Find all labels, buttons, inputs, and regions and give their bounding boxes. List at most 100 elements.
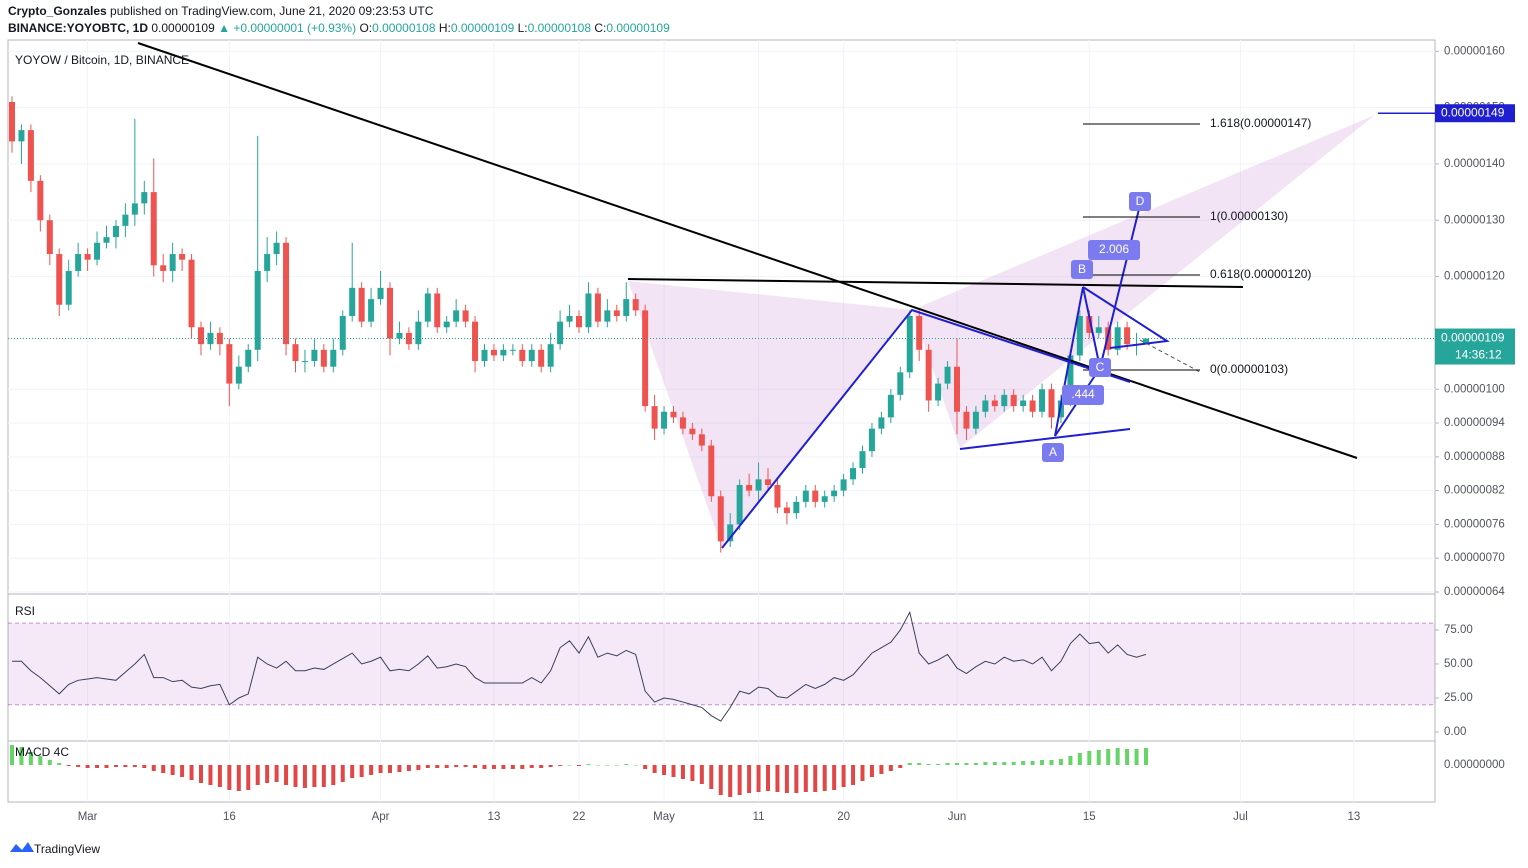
candle-body	[944, 366, 951, 384]
macd-bar	[331, 765, 336, 785]
macd-bar	[274, 765, 279, 782]
candle-body	[75, 254, 82, 271]
macd-bar	[973, 763, 978, 765]
candle-body	[519, 349, 526, 362]
y-tick-label: 75.00	[1444, 624, 1473, 636]
candle-body	[594, 293, 601, 322]
point-label: C	[1096, 360, 1105, 374]
x-tick-label: 13	[1348, 811, 1361, 823]
candle-body	[1020, 400, 1027, 407]
label-box	[1129, 192, 1151, 211]
macd-bar	[208, 765, 213, 785]
candle-body	[661, 411, 668, 429]
candle-body	[358, 287, 365, 322]
macd-bar	[76, 765, 81, 767]
candle-body	[679, 417, 686, 429]
candle-body	[585, 293, 592, 328]
macd-bar	[340, 765, 345, 782]
candle-body	[434, 293, 441, 328]
macd-bar	[680, 765, 685, 779]
candle-body	[670, 411, 677, 418]
macd-bar	[699, 765, 704, 784]
macd-bar	[567, 765, 572, 766]
macd-bar	[737, 765, 742, 795]
symbol: BINANCE:YOYOBTC, 1D	[8, 21, 148, 35]
macd-bar	[473, 765, 478, 768]
candle-body	[1048, 389, 1055, 418]
macd-bar	[47, 760, 52, 765]
candle-body	[576, 316, 582, 328]
wedge	[1082, 286, 1170, 349]
macd-bar	[548, 765, 553, 767]
candle-body	[1039, 389, 1046, 412]
close: 0.00000109	[606, 21, 670, 35]
author: Crypto_Gonzales	[8, 4, 107, 18]
candle-body	[65, 270, 72, 305]
macd-bar	[529, 765, 534, 768]
candle-body	[623, 299, 630, 316]
candle-body	[27, 130, 34, 181]
macd-bar	[936, 764, 941, 765]
macd-bar	[614, 765, 619, 766]
macd-bar	[709, 765, 714, 789]
c-label: C:	[594, 21, 606, 35]
candle-body	[330, 349, 337, 367]
projection	[1139, 339, 1201, 373]
macd-bar	[113, 765, 118, 767]
candle-body	[387, 287, 393, 339]
macd-bar	[293, 765, 298, 787]
label-box	[1042, 443, 1064, 462]
macd-bar	[813, 765, 818, 792]
candle-body	[368, 299, 375, 322]
ratio-label: .444	[1071, 387, 1095, 401]
marks	[8, 96, 1435, 797]
candle-body	[727, 524, 734, 542]
macd-bar	[10, 745, 14, 765]
candle-body	[103, 237, 110, 243]
macd-bar	[321, 765, 326, 787]
y-tick-label: 0.00000088	[1444, 451, 1505, 463]
chart-title: YOYOW / Bitcoin, 1D, BINANCE	[15, 53, 189, 67]
candle-body	[887, 394, 894, 418]
candle-body	[320, 349, 327, 367]
trendline	[627, 278, 1244, 288]
candle-body	[1086, 316, 1093, 333]
macd-bar	[161, 765, 166, 773]
candle-body	[1114, 327, 1121, 350]
y-tick-label: 0.00000064	[1444, 586, 1505, 598]
macd-bar	[558, 765, 563, 766]
candle-body	[783, 507, 790, 514]
macd-bar	[416, 765, 421, 770]
macd-bar	[766, 765, 770, 791]
macd-bar	[454, 765, 459, 767]
macd-bar	[95, 765, 100, 768]
candle-body	[868, 428, 875, 452]
macd-bar	[491, 765, 496, 769]
header-line: Crypto_Gonzales published on TradingView…	[8, 4, 434, 18]
candle-body	[963, 411, 970, 429]
candle-body	[396, 332, 403, 339]
macd-bar	[794, 765, 799, 793]
macd-bar	[671, 765, 676, 777]
macd-bar	[123, 765, 128, 767]
candle-body	[528, 349, 535, 362]
candle-body	[490, 349, 497, 356]
macd-bar	[633, 765, 638, 766]
o-label: O:	[359, 21, 372, 35]
candle-body	[1095, 327, 1102, 333]
macd-bar	[1058, 759, 1063, 765]
macd-bar	[860, 765, 865, 781]
chart-frame	[7, 39, 1436, 803]
candle-body	[405, 332, 412, 345]
candle-body	[462, 310, 469, 322]
candle-body	[443, 321, 450, 328]
open: 0.00000108	[372, 21, 436, 35]
macd-bar	[1144, 748, 1148, 765]
macd-bar	[983, 762, 988, 765]
candle-body	[1076, 316, 1083, 356]
point-label: A	[1049, 445, 1057, 459]
low: 0.00000108	[528, 21, 592, 35]
candle-body	[509, 349, 516, 351]
macd-bar	[217, 765, 222, 787]
candle-body	[1143, 338, 1149, 345]
